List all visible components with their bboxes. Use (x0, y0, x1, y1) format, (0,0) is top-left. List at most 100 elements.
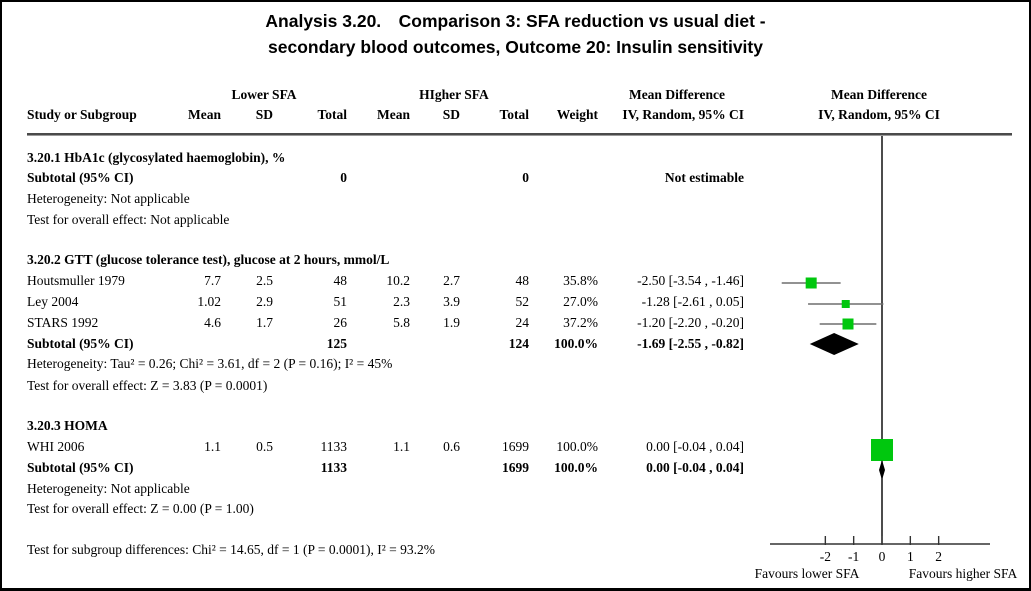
col-header-mean-lower: Mean (188, 107, 221, 122)
heterogeneity-note: Heterogeneity: Not applicable (2, 190, 1029, 208)
col-header-total-higher: Total (499, 107, 529, 122)
subgroup-difference-note: Test for subgroup differences: Chi² = 14… (2, 541, 1029, 559)
subtotal-label: Subtotal (95% CI) (27, 336, 134, 351)
study-row: Houtsmuller 1979 7.7 2.5 48 10.2 2.7 48 … (2, 272, 1029, 290)
cell-weight: 27.0% (563, 294, 598, 309)
study-label: Houtsmuller 1979 (27, 273, 125, 288)
cell-sd-higher: 2.7 (443, 273, 460, 288)
subtotal-total-higher: 124 (508, 336, 529, 351)
overall-effect-text: Test for overall effect: Not applicable (27, 212, 230, 227)
overall-effect-text: Test for overall effect: Z = 0.00 (P = 1… (27, 501, 254, 516)
cell-sd-higher: 1.9 (443, 315, 460, 330)
study-row: WHI 2006 1.1 0.5 1133 1.1 0.6 1699 100.0… (2, 438, 1029, 456)
cell-mean-lower: 7.7 (204, 273, 221, 288)
cell-weight: 35.8% (563, 273, 598, 288)
cell-ci: 0.00 [-0.04 , 0.04] (646, 439, 744, 454)
cell-mean-higher: 10.2 (386, 273, 410, 288)
subtotal-row: Subtotal (95% CI) 0 0 Not estimable (2, 169, 1029, 187)
cell-total-higher: 52 (515, 294, 530, 309)
col-header-ci: IV, Random, 95% CI (622, 107, 744, 122)
cell-sd-lower: 0.5 (256, 439, 273, 454)
favours-right-label: Favours higher SFA (909, 566, 1018, 581)
cell-sd-lower: 2.9 (256, 294, 273, 309)
cell-total-higher: 1699 (502, 439, 529, 454)
col-header-weight: Weight (556, 107, 598, 122)
cell-mean-higher: 5.8 (393, 315, 410, 330)
column-header-row: Study or Subgroup Mean SD Total Mean SD … (2, 106, 1029, 124)
section-title-text: 3.20.1 HbA1c (glycosylated haemoglobin),… (27, 150, 286, 165)
study-label: WHI 2006 (27, 439, 85, 454)
cell-sd-lower: 2.5 (256, 273, 273, 288)
col-header-sd-higher: SD (442, 107, 460, 122)
subtotal-total-lower: 125 (326, 336, 347, 351)
col-header-sd-lower: SD (255, 107, 273, 122)
cell-total-lower: 48 (333, 273, 348, 288)
overall-effect-text: Test for overall effect: Z = 3.83 (P = 0… (27, 378, 268, 393)
study-label: STARS 1992 (27, 315, 99, 330)
section-title: 3.20.2 GTT (glucose tolerance test), glu… (2, 251, 1029, 269)
overall-effect-note: Test for overall effect: Z = 0.00 (P = 1… (2, 500, 1029, 518)
cell-sd-higher: 3.9 (443, 294, 460, 309)
cell-weight: 100.0% (556, 439, 598, 454)
col-header-ci-plot: IV, Random, 95% CI (818, 107, 940, 122)
study-row: Ley 2004 1.02 2.9 51 2.3 3.9 52 27.0% -1… (2, 293, 1029, 311)
favours-left-label: Favours lower SFA (755, 566, 860, 581)
cell-mean-lower: 1.02 (197, 294, 221, 309)
group-header-row: Lower SFA HIgher SFA Mean Difference Mea… (2, 86, 1029, 104)
subgroup-difference-text: Test for subgroup differences: Chi² = 14… (27, 542, 436, 557)
cell-total-lower: 26 (333, 315, 348, 330)
figure-title-line2: secondary blood outcomes, Outcome 20: In… (268, 37, 763, 57)
cell-mean-higher: 2.3 (393, 294, 410, 309)
cell-ci: -2.50 [-3.54 , -1.46] (637, 273, 744, 288)
cell-weight: 37.2% (563, 315, 598, 330)
subtotal-weight: 100.0% (554, 460, 598, 475)
section-title-text: 3.20.3 HOMA (27, 418, 108, 433)
cell-total-lower: 51 (333, 294, 348, 309)
col-header-total-lower: Total (317, 107, 347, 122)
subtotal-label: Subtotal (95% CI) (27, 170, 134, 185)
section-title: 3.20.3 HOMA (2, 417, 1029, 435)
subtotal-ci: 0.00 [-0.04 , 0.04] (646, 460, 744, 475)
col-header-study: Study or Subgroup (27, 107, 137, 122)
cell-sd-higher: 0.6 (443, 439, 460, 454)
cell-total-higher: 48 (515, 273, 530, 288)
subtotal-total-higher: 1699 (502, 460, 529, 475)
group-header-mean-difference: Mean Difference (628, 87, 726, 102)
heterogeneity-text: Heterogeneity: Not applicable (27, 481, 190, 496)
figure-title: Analysis 3.20. Comparison 3: SFA reducti… (2, 8, 1029, 60)
section-title-text: 3.20.2 GTT (glucose tolerance test), glu… (27, 252, 390, 267)
heterogeneity-note: Heterogeneity: Not applicable (2, 480, 1029, 498)
study-label: Ley 2004 (27, 294, 79, 309)
figure-title-line1: Analysis 3.20. Comparison 3: SFA reducti… (265, 11, 766, 31)
subtotal-ci: Not estimable (664, 170, 744, 185)
group-header-higher-sfa: HIgher SFA (419, 87, 489, 102)
cell-mean-higher: 1.1 (393, 439, 410, 454)
group-header-lower-sfa: Lower SFA (231, 87, 297, 102)
subtotal-total-higher: 0 (522, 170, 529, 185)
cell-ci: -1.20 [-2.20 , -0.20] (637, 315, 744, 330)
subtotal-weight: 100.0% (554, 336, 598, 351)
heterogeneity-note: Heterogeneity: Tau² = 0.26; Chi² = 3.61,… (2, 355, 1029, 373)
subtotal-row: Subtotal (95% CI) 125 124 100.0% -1.69 [… (2, 335, 1029, 353)
cell-total-lower: 1133 (320, 439, 348, 454)
cell-mean-lower: 1.1 (204, 439, 221, 454)
col-header-mean-higher: Mean (377, 107, 410, 122)
group-header-mean-difference-plot: Mean Difference (830, 87, 928, 102)
cell-total-higher: 24 (515, 315, 530, 330)
section-title: 3.20.1 HbA1c (glycosylated haemoglobin),… (2, 149, 1029, 167)
subtotal-label: Subtotal (95% CI) (27, 460, 134, 475)
heterogeneity-text: Heterogeneity: Tau² = 0.26; Chi² = 3.61,… (27, 356, 393, 371)
overall-effect-note: Test for overall effect: Not applicable (2, 211, 1029, 229)
cell-mean-lower: 4.6 (204, 315, 221, 330)
cell-ci: -1.28 [-2.61 , 0.05] (641, 294, 744, 309)
overall-effect-note: Test for overall effect: Z = 3.83 (P = 0… (2, 377, 1029, 395)
subtotal-total-lower: 0 (340, 170, 347, 185)
study-row: STARS 1992 4.6 1.7 26 5.8 1.9 24 37.2% -… (2, 314, 1029, 332)
subtotal-row: Subtotal (95% CI) 1133 1699 100.0% 0.00 … (2, 459, 1029, 477)
subtotal-ci: -1.69 [-2.55 , -0.82] (637, 336, 744, 351)
heterogeneity-text: Heterogeneity: Not applicable (27, 191, 190, 206)
subtotal-total-lower: 1133 (320, 460, 347, 475)
cell-sd-lower: 1.7 (256, 315, 273, 330)
header-rule (27, 133, 1012, 136)
